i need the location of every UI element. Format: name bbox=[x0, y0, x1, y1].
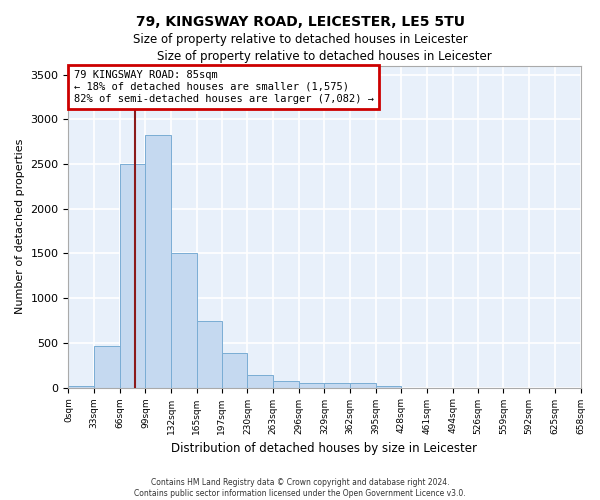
Text: 79, KINGSWAY ROAD, LEICESTER, LE5 5TU: 79, KINGSWAY ROAD, LEICESTER, LE5 5TU bbox=[136, 15, 464, 29]
Bar bbox=[299, 383, 325, 388]
Text: Contains HM Land Registry data © Crown copyright and database right 2024.
Contai: Contains HM Land Registry data © Crown c… bbox=[134, 478, 466, 498]
Bar bbox=[273, 381, 299, 388]
Bar bbox=[350, 383, 376, 388]
Bar bbox=[68, 386, 94, 388]
Bar bbox=[222, 352, 247, 388]
Bar bbox=[145, 136, 171, 388]
Bar bbox=[376, 386, 401, 388]
Bar bbox=[94, 346, 120, 388]
Text: 79 KINGSWAY ROAD: 85sqm
← 18% of detached houses are smaller (1,575)
82% of semi: 79 KINGSWAY ROAD: 85sqm ← 18% of detache… bbox=[74, 70, 374, 104]
Bar bbox=[197, 322, 222, 388]
Bar bbox=[120, 164, 145, 388]
Bar bbox=[171, 252, 197, 388]
Title: Size of property relative to detached houses in Leicester: Size of property relative to detached ho… bbox=[157, 50, 492, 63]
Bar bbox=[247, 374, 273, 388]
Y-axis label: Number of detached properties: Number of detached properties bbox=[15, 139, 25, 314]
Bar bbox=[325, 383, 350, 388]
Text: Size of property relative to detached houses in Leicester: Size of property relative to detached ho… bbox=[133, 32, 467, 46]
X-axis label: Distribution of detached houses by size in Leicester: Distribution of detached houses by size … bbox=[172, 442, 478, 455]
